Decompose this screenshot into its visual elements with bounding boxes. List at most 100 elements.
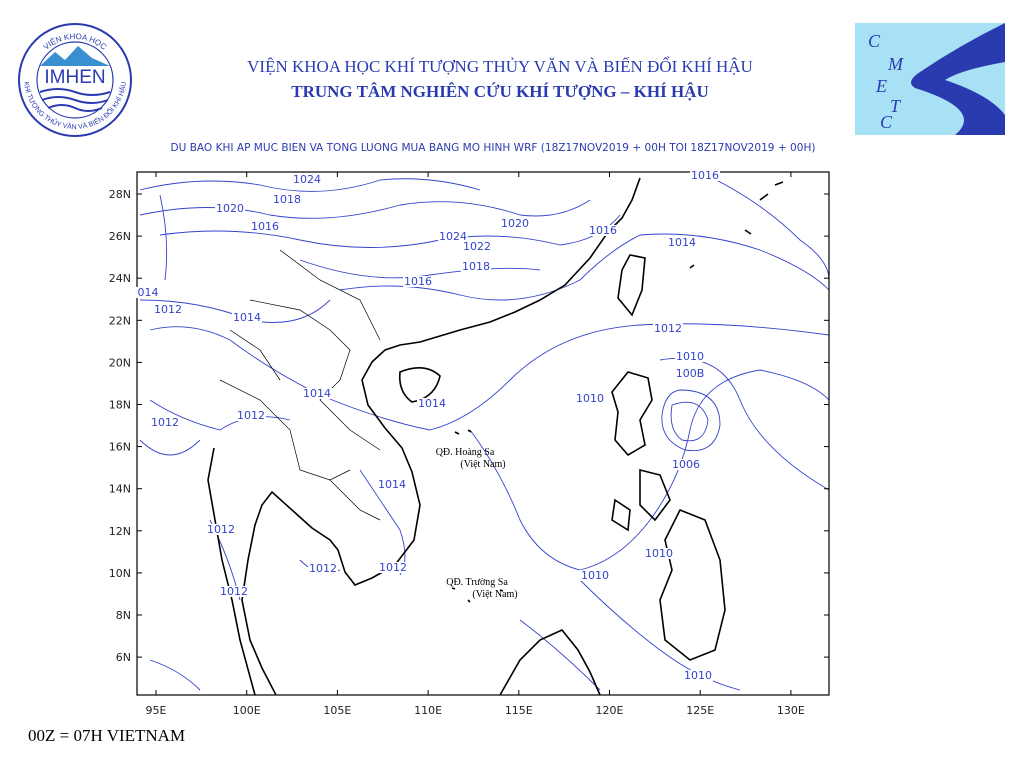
- lon-label: 130E: [777, 704, 805, 717]
- lat-label: 10N: [109, 567, 131, 580]
- contour-label-bg: [377, 479, 407, 490]
- contour-label-bg: [417, 398, 447, 409]
- place-country: (Việt Nam): [460, 459, 505, 470]
- contour-label: 1006: [672, 458, 700, 471]
- contour-label: 1014: [378, 478, 406, 491]
- lon-label: 115E: [505, 704, 533, 717]
- lon-label: 105E: [323, 704, 351, 717]
- contour-label-bg: [690, 170, 720, 181]
- contour-label-bg: [150, 417, 180, 428]
- map: 28N 26N 24N 22N 20N 18N 16N 14N 12N 10N 8N 6N 95E 100…: [109, 169, 830, 717]
- contour-label-bg: [500, 218, 530, 229]
- contour-label: 1018: [273, 193, 301, 206]
- footer-note: 00Z = 07H VIETNAM: [28, 726, 185, 745]
- center-title: TRUNG TÂM NGHIÊN CỨU KHÍ TƯỢNG – KHÍ HẬU: [291, 82, 708, 101]
- contour-label-bg: [272, 194, 302, 205]
- contour-label: 1018: [462, 260, 490, 273]
- contour-label: 014: [138, 286, 159, 299]
- contour-label: 1016: [589, 224, 617, 237]
- contour-label: 1014: [418, 397, 446, 410]
- contour-label: 1010: [684, 669, 712, 682]
- contour-label-bg: [302, 388, 332, 399]
- contour-label: 1020: [216, 202, 244, 215]
- lat-label: 20N: [109, 356, 131, 369]
- contour-label-bg: [219, 586, 249, 597]
- contour-label: 1014: [233, 311, 261, 324]
- contour-label-bg: [153, 304, 183, 315]
- contour-label: 1012: [154, 303, 182, 316]
- contour-label-bg: [403, 276, 433, 287]
- lat-label: 16N: [109, 441, 131, 454]
- contour-label: 1016: [404, 275, 432, 288]
- lat-label: 24N: [109, 272, 131, 285]
- contour-label-bg: [683, 670, 713, 681]
- logo-letter: C: [868, 31, 881, 51]
- contour-label: 1014: [303, 387, 331, 400]
- place-name: QĐ. Trường Sa: [446, 577, 508, 588]
- contour-label: 1024: [293, 173, 321, 186]
- contour-label-bg: [438, 231, 468, 242]
- contour-label: 1012: [151, 416, 179, 429]
- contour-label: 100B: [676, 367, 705, 380]
- contour-label: 1010: [645, 547, 673, 560]
- lon-label: 125E: [686, 704, 714, 717]
- contour-label-bg: [250, 221, 280, 232]
- contour-label-bg: [653, 323, 683, 334]
- logo-left: IMHEN VIỆN KHOA HỌC KHÍ TƯỢNG THỦY VĂN V…: [18, 23, 132, 137]
- contour-label: 1012: [220, 585, 248, 598]
- contour-label: 1024: [439, 230, 467, 243]
- lat-label: 28N: [109, 188, 131, 201]
- contour-label: 1012: [654, 322, 682, 335]
- contour-label-bg: [461, 261, 491, 272]
- contour-label-bg: [671, 459, 701, 470]
- lon-label: 100E: [233, 704, 261, 717]
- contour-label-bg: [236, 410, 266, 421]
- contour-label: 1020: [501, 217, 529, 230]
- contour-label: 1016: [691, 169, 719, 182]
- contour-label: 1010: [676, 350, 704, 363]
- contour-label: 1022: [463, 240, 491, 253]
- contour-label: 1012: [207, 523, 235, 536]
- contour-label-bg: [133, 287, 163, 298]
- lat-label: 22N: [109, 314, 131, 327]
- contour-label: 1010: [581, 569, 609, 582]
- logo-letter: E: [875, 76, 887, 96]
- lat-label: 18N: [109, 399, 131, 412]
- logo-letter: C: [880, 112, 893, 132]
- lat-label: 14N: [109, 483, 131, 496]
- contour-label-bg: [575, 393, 605, 404]
- lat-label: 8N: [116, 609, 131, 622]
- place-country: (Việt Nam): [472, 589, 517, 600]
- contour-label: 1010: [576, 392, 604, 405]
- contour-label: 1012: [237, 409, 265, 422]
- place-name: QĐ. Hoàng Sa: [436, 447, 495, 458]
- lat-label: 6N: [116, 651, 131, 664]
- contour-label: 1012: [379, 561, 407, 574]
- contour-label-bg: [580, 570, 610, 581]
- contour-label: 1016: [251, 220, 279, 233]
- contour-label: 1014: [668, 236, 696, 249]
- contour-label-bg: [644, 548, 674, 559]
- logo-letter: M: [887, 54, 904, 74]
- contour-label-bg: [232, 312, 262, 323]
- lon-label: 120E: [596, 704, 624, 717]
- lat-label: 12N: [109, 525, 131, 538]
- contour-label-bg: [206, 524, 236, 535]
- contour-label-bg: [675, 351, 705, 362]
- institute-title: VIỆN KHOA HỌC KHÍ TƯỢNG THỦY VĂN VÀ BIẾN…: [247, 56, 753, 76]
- contour-label-bg: [667, 237, 697, 248]
- logo-name: IMHEN: [44, 67, 105, 88]
- contour-label-bg: [308, 563, 338, 574]
- contour-label-bg: [675, 368, 705, 379]
- contour-label-bg: [588, 225, 618, 236]
- lon-label: 95E: [146, 704, 167, 717]
- lat-label: 26N: [109, 230, 131, 243]
- contour-label: 1012: [309, 562, 337, 575]
- contour-label-bg: [462, 241, 492, 252]
- contour-label-bg: [292, 174, 322, 185]
- contour-label-bg: [378, 562, 408, 573]
- map-subtitle: DU BAO KHI AP MUC BIEN VA TONG LUONG MUA…: [171, 141, 816, 154]
- lon-label: 110E: [414, 704, 442, 717]
